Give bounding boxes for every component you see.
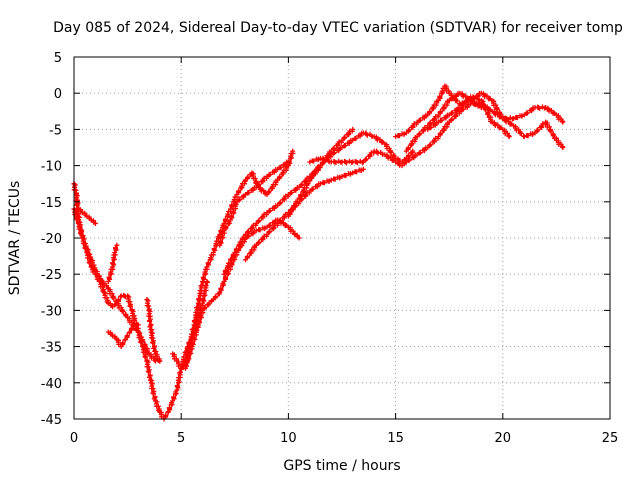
y-tick-label: -30 [41,304,62,319]
x-tick-label: 25 [602,431,619,446]
series-track-6 [144,297,163,364]
y-tick-label: -15 [41,196,62,211]
data-point-markers [182,148,296,371]
x-tick-label: 15 [387,431,404,446]
series-track-5 [105,321,141,350]
x-tick-label: 20 [495,431,512,446]
data-point-markers [285,126,356,219]
y-tick-label: -5 [49,123,62,138]
y-tick-label: -40 [41,377,62,392]
series-track-9 [217,159,291,248]
data-series [71,83,566,422]
x-axis-label: GPS time / hours [283,458,400,474]
data-point-markers [144,297,163,364]
series-track-3 [71,181,210,422]
y-axis-label: SDTVAR / TECUs [7,181,23,296]
y-tick-label: -25 [41,268,62,283]
data-point-markers [105,242,120,284]
data-point-markers [71,181,210,422]
axis-ticks: 0 5 10 15 20 25 5 0 -5 -10 -15 -20 -25 -30 -35 -40 -45 [41,51,619,446]
series-track-8 [182,148,296,371]
y-tick-label: -10 [41,160,62,175]
series-track-4 [105,242,120,284]
series-track-12 [285,126,356,219]
data-point-markers [403,90,484,154]
y-tick-label: -20 [41,232,62,247]
series-track-16 [403,90,484,154]
data-point-markers [217,159,291,248]
y-tick-label: 5 [54,51,62,66]
y-tick-label: -45 [41,413,62,428]
y-tick-label: -35 [41,341,62,356]
data-point-markers [105,321,141,350]
y-tick-label: 0 [54,87,62,102]
plot-frame [73,56,611,420]
x-tick-label: 0 [70,431,78,446]
x-tick-label: 10 [280,431,297,446]
chart-title: Day 085 of 2024, Sidereal Day-to-day VTE… [53,20,623,36]
x-tick-label: 5 [177,431,185,446]
